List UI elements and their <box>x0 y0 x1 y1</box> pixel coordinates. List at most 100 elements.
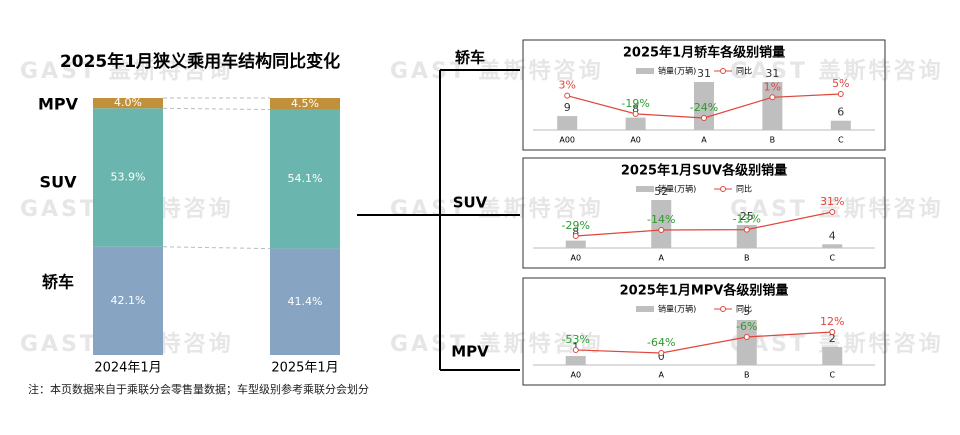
bracket-label: 轿车 <box>455 49 485 67</box>
data-label: 5 <box>743 305 750 318</box>
data-label: -13% <box>733 213 761 226</box>
chart-title: 2025年1月SUV各级别销量 <box>621 163 787 179</box>
data-label: 1% <box>764 80 781 93</box>
line-point <box>829 329 836 335</box>
x-tick-label: B <box>770 136 776 145</box>
data-label: 4 <box>829 229 836 242</box>
bar-segment <box>270 98 340 110</box>
connector <box>162 246 271 250</box>
line-point <box>658 227 665 233</box>
data-label: 25 <box>740 210 754 223</box>
bar-segment <box>93 246 163 355</box>
watermark: GAST 盖斯特咨询 <box>390 196 604 222</box>
data-label: 4.5% <box>291 97 319 110</box>
x-tick-label: A <box>701 136 707 145</box>
bracket-label: MPV <box>451 343 489 361</box>
line <box>575 331 833 354</box>
legend-label: 销量(万辆) <box>658 184 696 194</box>
legend-swatch <box>636 306 654 312</box>
watermark: GAST 盖斯特咨询 <box>390 331 604 357</box>
bar-segment <box>270 248 340 355</box>
x-tick-label: B <box>744 371 750 380</box>
data-label: -6% <box>736 320 757 333</box>
data-label: 0 <box>658 350 665 363</box>
data-label: 42.1% <box>111 294 146 307</box>
legend-label: MPV <box>38 95 79 114</box>
data-label: 12% <box>820 315 844 328</box>
data-label: -19% <box>621 97 649 110</box>
line-point <box>769 94 776 101</box>
legend-swatch <box>636 68 654 74</box>
data-label: 31 <box>765 67 779 80</box>
legend-swatch <box>720 68 726 74</box>
data-label: -53% <box>562 333 590 346</box>
legend-swatch <box>720 306 726 312</box>
x-tick-label: A <box>659 254 665 263</box>
legend-swatch <box>720 186 726 192</box>
line-point <box>829 209 836 215</box>
footnote: 注：本页数据来自于乘联分会零售量数据；车型级别参考乘联分会划分 <box>28 382 369 396</box>
legend-label: 轿车 <box>42 273 74 292</box>
legend-label: 销量(万辆) <box>658 304 696 314</box>
line-point <box>564 92 571 99</box>
bar <box>565 240 586 248</box>
data-label: 41.4% <box>288 295 323 308</box>
line <box>575 211 833 237</box>
line-point <box>837 91 844 97</box>
bar-segment <box>93 98 163 109</box>
line-point <box>743 226 750 233</box>
data-label: 31 <box>697 67 711 80</box>
bar <box>557 116 578 130</box>
x-tick-label: 2025年1月 <box>271 361 338 376</box>
data-label: 53.9% <box>111 171 146 184</box>
data-label: -14% <box>647 213 675 226</box>
panel <box>522 157 886 269</box>
x-tick-label: A <box>659 371 665 380</box>
connector <box>162 107 271 111</box>
data-label: -64% <box>647 336 675 349</box>
legend-label: 同比 <box>736 66 752 76</box>
bar <box>736 224 757 248</box>
data-label: 6 <box>837 106 844 119</box>
data-label: 3% <box>558 79 575 92</box>
panel <box>522 277 886 386</box>
x-tick-label: A0 <box>570 371 581 380</box>
x-tick-label: A00 <box>559 136 575 145</box>
bar-segment <box>93 108 163 247</box>
x-tick-label: C <box>829 254 835 263</box>
bar <box>762 82 783 130</box>
bracket-label: SUV <box>453 194 488 212</box>
line-point <box>572 233 579 239</box>
legend-swatch <box>636 186 654 192</box>
legend-label: SUV <box>40 173 78 192</box>
bar <box>822 244 843 248</box>
data-label: 8 <box>632 103 639 116</box>
data-label: 5% <box>832 77 849 90</box>
x-tick-label: C <box>838 136 844 145</box>
data-label: 2 <box>829 332 836 345</box>
x-tick-label: B <box>744 254 750 263</box>
line-point <box>743 333 750 340</box>
line-point <box>632 110 639 117</box>
panel <box>522 39 886 151</box>
watermarks: GAST 盖斯特咨询 GAST 盖斯特咨询 GAST 盖斯特咨询 GAST 盖斯特咨询… <box>20 58 944 357</box>
x-tick-label: C <box>829 371 835 380</box>
watermark: GAST 盖斯特咨询 <box>730 196 944 222</box>
data-label: -24% <box>690 101 718 114</box>
watermark: GAST 盖斯特咨询 <box>730 58 944 84</box>
watermark: GAST 盖斯特咨询 <box>20 58 234 84</box>
data-label: -29% <box>562 219 590 232</box>
chart-title: 2025年1月轿车各级别销量 <box>623 45 785 61</box>
data-label: 8 <box>572 226 579 239</box>
line-point <box>701 115 707 121</box>
bar <box>736 320 757 365</box>
x-tick-label: A0 <box>570 254 581 263</box>
bar <box>565 356 586 365</box>
x-tick-label: A0 <box>630 136 641 145</box>
data-label: 31% <box>820 195 844 208</box>
bar <box>830 120 851 130</box>
data-label: 54.1% <box>288 172 323 185</box>
bar <box>651 200 672 248</box>
